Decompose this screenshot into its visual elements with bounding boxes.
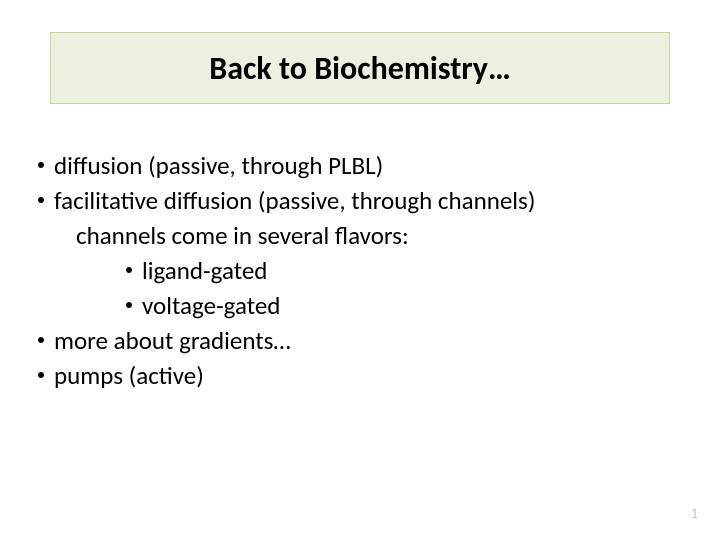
bullet-icon bbox=[38, 372, 44, 378]
slide-title: Back to Biochemistry… bbox=[209, 49, 510, 88]
content-text: ligand-gated bbox=[142, 253, 267, 288]
content-text: pumps (active) bbox=[54, 358, 204, 393]
bullet-icon bbox=[126, 267, 132, 273]
bullet-icon bbox=[38, 337, 44, 343]
content-text: channels come in several flavors: bbox=[76, 218, 409, 253]
content-line: more about gradients… bbox=[38, 323, 678, 358]
content-line: pumps (active) bbox=[38, 358, 678, 393]
page-number: 1 bbox=[691, 505, 698, 522]
content-text: voltage-gated bbox=[142, 288, 280, 323]
bullet-icon bbox=[38, 162, 44, 168]
title-box: Back to Biochemistry… bbox=[50, 32, 670, 104]
content-line: facilitative diffusion (passive, through… bbox=[38, 183, 678, 218]
content-body: diffusion (passive, through PLBL)facilit… bbox=[38, 148, 678, 393]
bullet-icon bbox=[38, 197, 44, 203]
content-line: ligand-gated bbox=[38, 253, 678, 288]
bullet-icon bbox=[126, 302, 132, 308]
content-line: channels come in several flavors: bbox=[38, 218, 678, 253]
content-line: voltage-gated bbox=[38, 288, 678, 323]
content-text: diffusion (passive, through PLBL) bbox=[54, 148, 383, 183]
content-text: more about gradients… bbox=[54, 323, 291, 358]
content-text: facilitative diffusion (passive, through… bbox=[54, 183, 535, 218]
content-line: diffusion (passive, through PLBL) bbox=[38, 148, 678, 183]
